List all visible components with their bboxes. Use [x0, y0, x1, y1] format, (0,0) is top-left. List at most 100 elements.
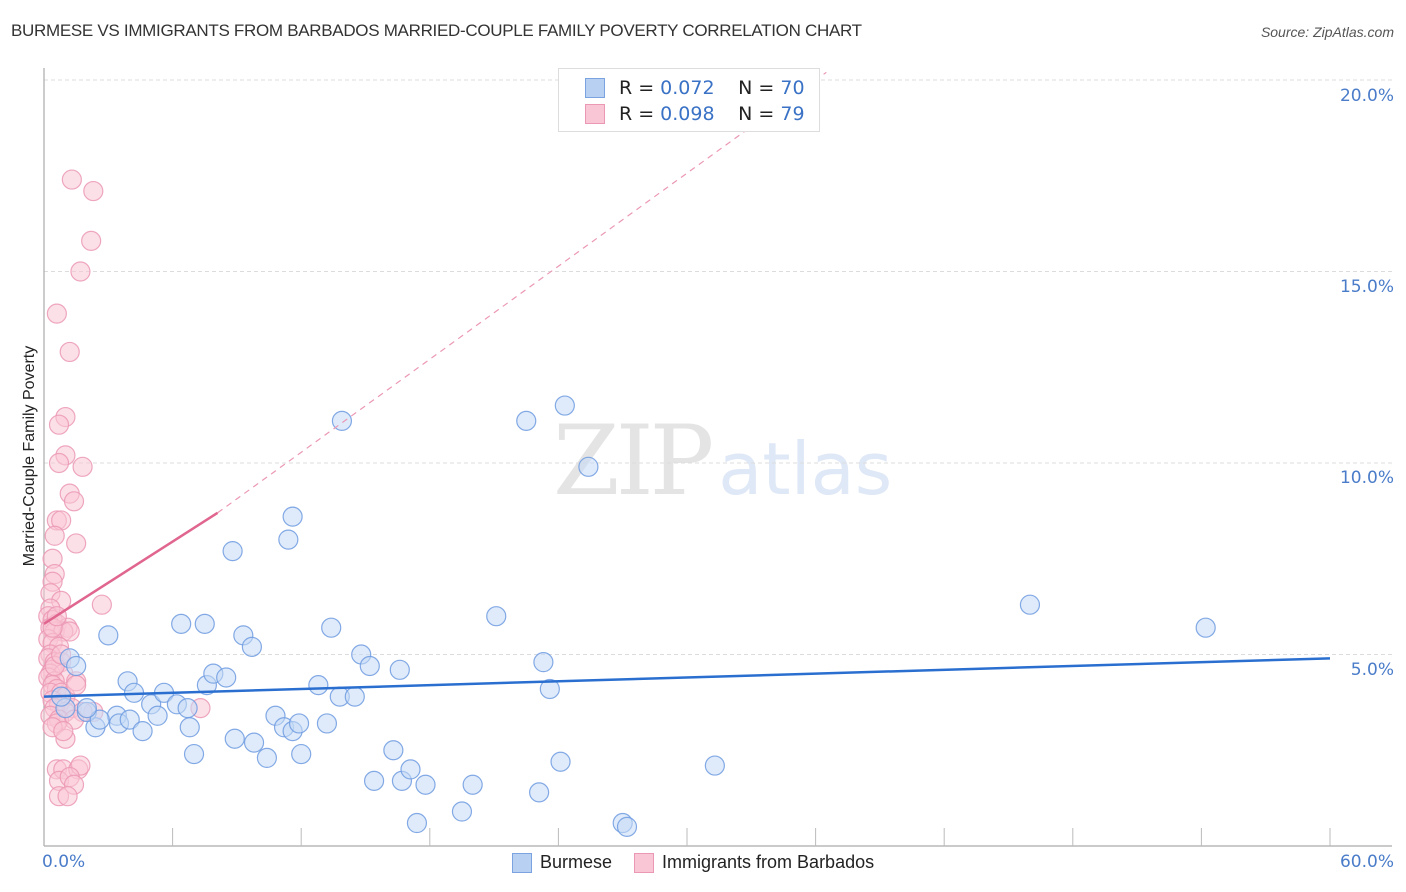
correlation-legend: R = 0.072 N = 70 R = 0.098 N = 79	[558, 68, 820, 132]
data-point	[81, 230, 102, 251]
data-point	[616, 816, 638, 837]
data-point	[53, 720, 74, 742]
data-point	[83, 180, 104, 202]
data-point	[1195, 617, 1216, 638]
data-point	[308, 675, 329, 696]
data-point	[66, 655, 87, 677]
x-tick-max: 60.0%	[1339, 852, 1394, 872]
n-value: 79	[780, 103, 805, 125]
r-label: R =	[619, 103, 655, 125]
data-point	[61, 169, 82, 190]
barbados-trend-extension	[217, 71, 827, 514]
r-label: R =	[619, 77, 655, 99]
gridlines	[44, 79, 1392, 655]
burmese-points	[51, 395, 1216, 837]
y-axis-label: Married-Couple Family Poverty	[21, 345, 38, 567]
data-point	[321, 617, 342, 638]
y-tick-15: 15.0%	[1339, 277, 1394, 297]
barbados-trend-line	[43, 511, 219, 625]
data-point	[98, 625, 119, 646]
n-label: N =	[738, 77, 775, 99]
data-point	[344, 686, 365, 707]
y-tick-20: 20.0%	[1339, 86, 1394, 106]
data-point	[177, 698, 198, 719]
data-point	[183, 743, 205, 765]
data-point	[550, 751, 571, 772]
data-point	[359, 655, 380, 677]
data-point	[400, 759, 421, 780]
data-point	[282, 506, 303, 527]
data-point	[533, 652, 554, 673]
data-point	[46, 303, 67, 324]
data-point	[179, 717, 200, 738]
y-tick-10: 10.0%	[1339, 468, 1394, 488]
legend-row-barbados: R = 0.098 N = 79	[585, 102, 805, 126]
data-point	[57, 786, 78, 807]
n-label: N =	[738, 103, 775, 125]
data-point	[291, 743, 312, 765]
data-point	[256, 747, 278, 769]
data-point	[383, 740, 404, 761]
data-point	[147, 705, 168, 726]
data-point	[48, 414, 70, 435]
data-point	[76, 698, 97, 719]
data-point	[316, 713, 338, 734]
data-point	[72, 456, 93, 477]
data-point	[66, 533, 87, 554]
barbados-swatch	[585, 104, 605, 124]
data-point	[451, 801, 473, 822]
chart-title: BURMESE VS IMMIGRANTS FROM BARBADOS MARR…	[11, 21, 862, 40]
data-point	[486, 606, 507, 627]
data-point	[389, 659, 410, 680]
source-label: Source: ZipAtlas.com	[1260, 24, 1394, 40]
burmese-swatch	[512, 852, 532, 873]
data-point	[554, 395, 575, 416]
series-legend: Burmese Immigrants from Barbados	[512, 852, 896, 873]
data-point	[1019, 594, 1041, 615]
data-point	[462, 774, 483, 795]
barbados-swatch	[634, 852, 655, 873]
data-point	[539, 678, 560, 700]
data-point	[406, 812, 428, 834]
data-point	[704, 755, 725, 776]
data-point	[44, 525, 65, 546]
data-point	[48, 452, 70, 474]
data-point	[224, 728, 245, 749]
data-point	[171, 613, 192, 634]
data-point	[119, 709, 140, 730]
data-point	[216, 667, 237, 688]
burmese-swatch	[585, 78, 605, 98]
barbados-points	[38, 169, 211, 807]
y-tick-5: 5.0%	[1350, 660, 1394, 680]
data-point	[363, 770, 385, 791]
data-point	[415, 774, 436, 795]
data-point	[578, 456, 599, 477]
n-value: 70	[780, 77, 805, 99]
legend-label-barbados: Immigrants from Barbados	[662, 852, 875, 872]
legend-item-burmese[interactable]: Burmese	[512, 852, 612, 873]
data-point	[222, 540, 243, 562]
legend-row-burmese: R = 0.072 N = 70	[585, 76, 805, 100]
data-point	[516, 410, 537, 431]
r-value: 0.098	[660, 103, 715, 125]
data-point	[89, 709, 110, 730]
burmese-trend-line	[43, 657, 1331, 698]
data-point	[63, 491, 85, 512]
data-point	[529, 782, 550, 803]
data-point	[194, 613, 215, 634]
r-value: 0.072	[660, 77, 715, 99]
data-point	[243, 732, 265, 753]
data-point	[288, 713, 310, 734]
data-point	[70, 261, 91, 282]
legend-item-barbados[interactable]: Immigrants from Barbados	[634, 852, 874, 873]
x-tick-min: 0.0%	[42, 852, 86, 872]
axes	[43, 68, 1392, 847]
data-point	[278, 529, 299, 550]
data-point	[132, 720, 153, 742]
data-point	[241, 636, 263, 657]
trend-lines	[43, 71, 1331, 698]
data-point	[91, 594, 112, 615]
legend-label-burmese: Burmese	[540, 852, 613, 872]
data-point	[59, 341, 80, 363]
